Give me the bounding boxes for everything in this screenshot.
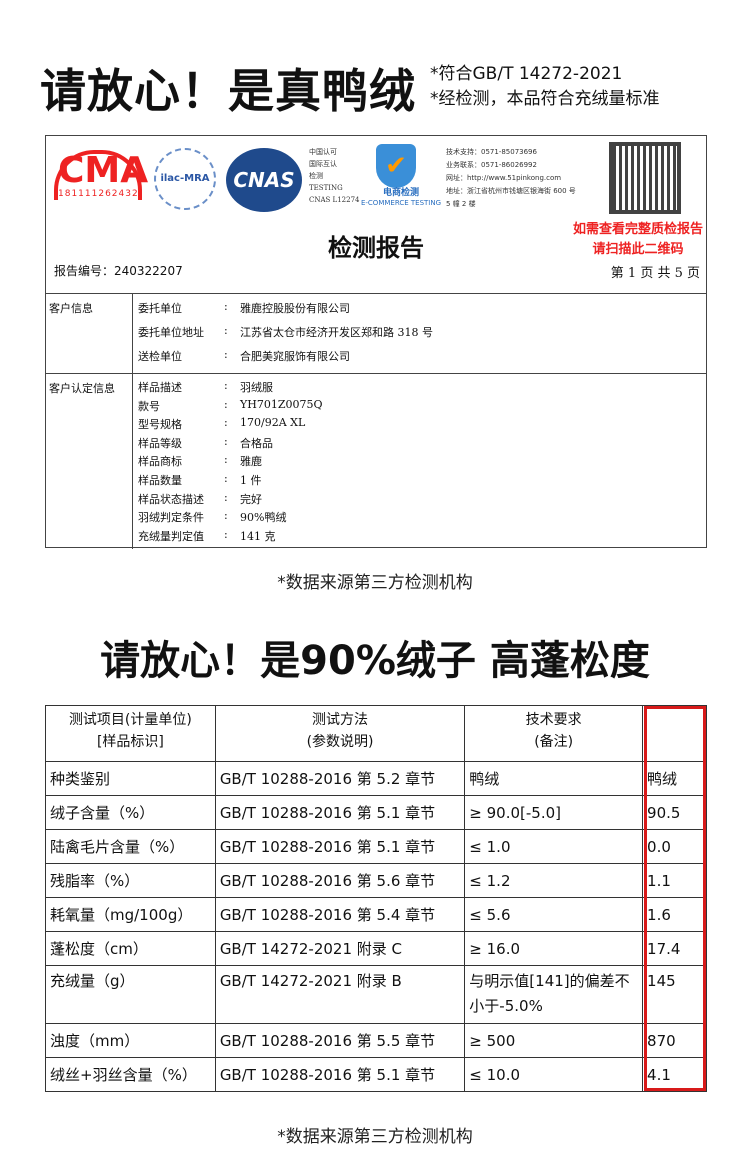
table-header: 测试项目(计量单位) [样品标识] 测试方法 (参数说明) 技术要求 (备注) [45,705,707,762]
info-row: 羽绒判定条件:90%鸭绒 [138,509,287,525]
table-cell: GB/T 10288-2016 第 5.5 章节 [214,1023,466,1058]
table-cell: 绒丝+羽丝含量（%） [45,1057,216,1092]
source-note: *数据来源第三方检测机构 [277,573,473,593]
page-indicator: 第 1 页 共 5 页 [610,266,700,281]
table-cell: 浊度（mm） [45,1023,216,1058]
info-row: 型号规格:170/92A XL [138,416,306,432]
table-cell: 蓬松度（cm） [45,931,216,966]
table-row: 浊度（mm） GB/T 10288-2016 第 5.5 章节 ≥ 500 870 [45,1023,707,1058]
info-row: 委托单位: 雅鹿控股股份有限公司 [138,300,350,315]
report-title: 检测报告 [328,233,424,262]
shield-check-icon: ✔ [376,144,416,188]
table-cell: 充绒量（g） [45,965,216,1024]
info-row: 样品状态描述: 完好 [138,490,262,506]
table-cell: ≤ 5.6 [464,897,644,932]
section-label: 客户信息 [49,302,93,315]
table-cell: GB/T 10288-2016 第 5.1 章节 [214,1057,466,1092]
certification-logos: CMA 181111262432 ilac-MRA CNAS 中国认可 国际互认 检测… [46,136,706,226]
ilac-mra-logo: ilac-MRA [154,148,216,210]
info-row: 样品等级: 合格品 [138,434,273,450]
table-row: 绒丝+羽丝含量（%） GB/T 10288-2016 第 5.1 章节 ≤ 10.0… [45,1057,707,1092]
column-header: 测试方法 (参数说明) [214,705,466,762]
table-row: 耗氧量（mg/100g） GB/T 10288-2016 第 5.4 章节 ≤ 5.… [45,897,707,932]
table-cell: GB/T 10288-2016 第 5.4 章节 [214,897,466,932]
table-row: 充绒量（g） GB/T 14272-2021 附录 B 与明示值[141]的偏差不小… [45,965,707,1024]
column-header: 测试项目(计量单位) [样品标识] [45,705,216,762]
standard-notes: *符合GB/T 14272-2021 *经检测，本品符合充绒量标准 [430,62,660,112]
table-row: 陆禽毛片含量（%） GB/T 10288-2016 第 5.1 章节 ≤ 1.0 0.… [45,829,707,864]
table-cell: 绒子含量（%） [45,795,216,830]
note-fill-amount: *经检测，本品符合充绒量标准 [430,89,660,109]
table-row: 残脂率（%） GB/T 10288-2016 第 5.6 章节 ≤ 1.2 1.1 [45,863,707,898]
info-row: 送检单位: 合肥美窕服饰有限公司 [138,348,350,363]
table-row: 绒子含量（%） GB/T 10288-2016 第 5.1 章节 ≥ 90.0[-5… [45,795,707,830]
info-row: 样品描述: 羽绒服 [138,379,273,394]
table-cell: 鸭绒 [464,761,644,796]
table-cell: GB/T 14272-2021 附录 B [214,965,466,1024]
table-cell: GB/T 10288-2016 第 5.1 章节 [214,795,466,830]
table-cell: ≥ 90.0[-5.0] [464,795,644,830]
customer-confirmed-section: 客户认定信息 样品描述: 羽绒服款号: YH701Z0075Q 型号规格:170/92… [46,373,706,549]
table-row: 种类鉴别 GB/T 10288-2016 第 5.2 章节 鸭绒 鸭绒 [45,761,707,796]
customer-info-section: 客户信息 委托单位: 雅鹿控股股份有限公司 委托单位地址: 江苏省太仓市经济开发区郑… [46,293,706,373]
table-cell: GB/T 10288-2016 第 5.1 章节 [214,829,466,864]
table-cell: 90.5 [642,795,707,830]
table-cell: GB/T 10288-2016 第 5.6 章节 [214,863,466,898]
table-cell: 与明示值[141]的偏差不小于-5.0% [464,965,644,1024]
table-cell: 17.4 [642,931,707,966]
column-header [642,705,707,762]
test-report-image: CMA 181111262432 ilac-MRA CNAS 中国认可 国际互认 检测… [45,135,707,549]
qr-code[interactable] [609,142,681,214]
table-cell: ≥ 16.0 [464,931,644,966]
table-cell: 种类鉴别 [45,761,216,796]
info-row: 款号: YH701Z0075Q [138,397,323,413]
ecommerce-testing-label: 电商检测 E-COMMERCE TESTING [360,188,442,207]
note-standard: *符合GB/T 14272-2021 [430,64,623,84]
info-row: 充绒量判定值:141 克 [138,527,276,543]
table-cell: ≤ 1.2 [464,863,644,898]
headline-genuine-duck-down: 请放心！是真鸭绒 [40,64,416,118]
cnas-logo: CNAS [226,148,302,212]
table-row: 蓬松度（cm） GB/T 14272-2021 附录 C ≥ 16.0 17.4 [45,931,707,966]
table-cell: 耗氧量（mg/100g） [45,897,216,932]
table-cell: 0.0 [642,829,707,864]
info-row: 样品数量:1 件 [138,472,262,487]
cnas-text: 中国认可 国际互认 检测 TESTING CNAS L12274 [309,148,360,204]
table-cell: 4.1 [642,1057,707,1092]
table-cell: 鸭绒 [642,761,707,796]
result-column-highlight [644,706,706,1091]
report-number: 报告编号：240322207 [54,264,183,278]
table-cell: ≥ 500 [464,1023,644,1058]
info-row: 委托单位地址: 江苏省太仓市经济开发区郑和路 318 号 [138,324,433,339]
table-cell: 145 [642,965,707,1024]
table-cell: GB/T 14272-2021 附录 C [214,931,466,966]
section-label: 客户认定信息 [49,382,115,395]
cma-logo: CMA 181111262432 [54,150,148,200]
table-cell: ≤ 1.0 [464,829,644,864]
qr-scan-note: 如需查看完整质检报告 请扫描此二维码 [572,222,703,257]
info-row: 样品商标: 雅鹿 [138,453,262,469]
table-cell: 残脂率（%） [45,863,216,898]
lab-contact-info: 技术支持：0571-85073696 业务联系：0571-86026992 网址：h… [446,148,576,208]
headline-down-content: 请放心！是90%绒子 高蓬松度 [100,638,650,684]
table-cell: 陆禽毛片含量（%） [45,829,216,864]
table-cell: 1.1 [642,863,707,898]
table-cell: GB/T 10288-2016 第 5.2 章节 [214,761,466,796]
table-cell: ≤ 10.0 [464,1057,644,1092]
column-header: 技术要求 (备注) [464,705,644,762]
source-note: *数据来源第三方检测机构 [277,1127,473,1147]
test-results-table: 测试项目(计量单位) [样品标识] 测试方法 (参数说明) 技术要求 (备注) 种类鉴… [45,705,707,1092]
